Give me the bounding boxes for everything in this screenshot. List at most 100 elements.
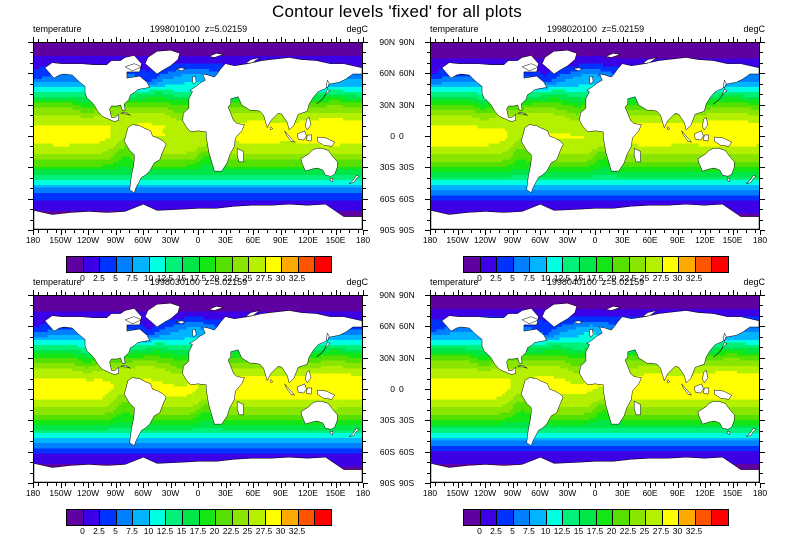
- x-axis-minor-tick: [434, 292, 436, 295]
- x-axis-minor-tick: [330, 39, 332, 42]
- x-axis-minor-tick: [275, 39, 277, 42]
- y-axis-minor-tick: [363, 115, 366, 117]
- colorbar-tick-label: 7.5: [517, 274, 541, 283]
- x-axis-minor-tick: [193, 230, 195, 233]
- x-axis-label: 120W: [71, 236, 105, 245]
- x-axis-minor-tick: [358, 230, 360, 233]
- x-axis-minor-tick: [709, 39, 711, 42]
- y-axis-tick: [363, 136, 368, 137]
- x-axis-minor-tick: [285, 483, 287, 486]
- x-axis-minor-tick: [330, 483, 332, 486]
- y-axis-tick: [28, 389, 33, 390]
- x-axis-minor-tick: [211, 483, 213, 486]
- y-axis-minor-tick: [30, 315, 33, 317]
- x-axis-minor-tick: [718, 39, 720, 42]
- colorbar-swatch-5: [546, 510, 564, 525]
- x-axis-tick: [650, 290, 651, 295]
- x-axis-minor-tick: [672, 292, 674, 295]
- x-axis-tick: [650, 37, 651, 42]
- x-axis-tick: [457, 230, 459, 235]
- x-axis-minor-tick: [147, 483, 149, 486]
- x-axis-tick: [253, 230, 254, 235]
- y-axis-label-r: 60N: [399, 322, 425, 331]
- map-plot-area: [430, 295, 760, 483]
- y-axis-minor-tick: [427, 378, 430, 380]
- x-axis-minor-tick: [92, 230, 94, 233]
- colorbar-swatch-11: [646, 257, 663, 272]
- x-axis-minor-tick: [138, 483, 140, 486]
- x-axis-minor-tick: [312, 292, 314, 295]
- x-axis-minor-tick: [645, 230, 647, 233]
- y-axis-minor-tick: [427, 125, 430, 127]
- x-axis-minor-tick: [120, 39, 122, 42]
- x-axis-tick: [280, 37, 282, 42]
- colorbar-tick-label: 12.5: [550, 527, 574, 536]
- y-axis-tick: [28, 167, 33, 169]
- x-axis-label: 150E: [716, 489, 750, 498]
- x-axis-minor-tick: [443, 39, 445, 42]
- x-axis-label: 150W: [44, 236, 78, 245]
- x-axis-tick: [253, 483, 254, 488]
- x-axis-minor-tick: [553, 230, 555, 233]
- x-axis-minor-tick: [544, 483, 546, 486]
- y-axis-minor-tick: [363, 305, 366, 307]
- x-axis-minor-tick: [147, 39, 149, 42]
- x-axis-minor-tick: [462, 292, 464, 295]
- colorbar-tick-label: 25: [633, 274, 657, 283]
- x-axis-tick: [457, 483, 459, 488]
- x-axis-minor-tick: [129, 292, 131, 295]
- sst-heatmap: [431, 296, 759, 482]
- colorbar-tick-label: 25: [633, 527, 657, 536]
- x-axis-minor-tick: [636, 292, 638, 295]
- colorbar-swatch-6: [166, 257, 183, 272]
- x-axis-minor-tick: [572, 292, 574, 295]
- colorbar-tick-label: 5: [501, 527, 525, 536]
- y-axis-tick: [28, 198, 33, 200]
- x-axis-tick: [335, 37, 337, 42]
- x-axis-minor-tick: [498, 230, 500, 233]
- y-axis-minor-tick: [30, 462, 33, 464]
- x-axis-minor-tick: [294, 483, 296, 486]
- colorbar-swatch-0: [67, 257, 84, 272]
- x-axis-minor-tick: [700, 483, 702, 486]
- y-axis-minor-tick: [760, 156, 763, 158]
- colorbar-swatch-0: [464, 257, 481, 272]
- y-axis-tick: [28, 42, 33, 43]
- y-axis-label-l: 90N: [369, 38, 395, 47]
- y-axis-tick: [363, 295, 368, 296]
- x-axis-minor-tick: [489, 39, 491, 42]
- x-axis-label: 120E: [291, 489, 325, 498]
- colorbar-swatch-2: [100, 510, 117, 525]
- x-axis-minor-tick: [691, 39, 693, 42]
- y-axis-minor-tick: [760, 52, 763, 54]
- x-axis-minor-tick: [156, 39, 158, 42]
- x-axis-minor-tick: [682, 483, 684, 486]
- x-axis-label: 0: [181, 236, 215, 245]
- x-axis-tick: [760, 483, 761, 488]
- x-axis-minor-tick: [129, 39, 131, 42]
- x-axis-tick: [33, 37, 34, 42]
- x-axis-tick: [308, 290, 309, 295]
- x-axis-tick: [760, 230, 761, 235]
- colorbar-swatch-9: [613, 510, 630, 525]
- x-axis-minor-tick: [312, 39, 314, 42]
- x-axis-tick: [33, 230, 34, 235]
- x-axis-tick: [567, 230, 569, 235]
- x-axis-minor-tick: [471, 483, 473, 486]
- y-axis-minor-tick: [363, 177, 366, 179]
- x-axis-minor-tick: [452, 292, 454, 295]
- x-axis-tick: [143, 230, 144, 235]
- x-axis-label: 60E: [633, 236, 667, 245]
- x-axis-label: 120E: [291, 236, 325, 245]
- x-axis-label: 60W: [126, 236, 160, 245]
- y-axis-minor-tick: [427, 94, 430, 96]
- x-axis-minor-tick: [110, 39, 112, 42]
- x-axis-minor-tick: [718, 292, 720, 295]
- x-axis-tick: [430, 37, 431, 42]
- x-axis-tick: [33, 290, 34, 295]
- y-axis-label-l: 90S: [369, 226, 395, 235]
- colorbar-swatch-10: [232, 257, 250, 272]
- units-label: degC: [346, 277, 368, 287]
- y-axis-minor-tick: [363, 430, 366, 432]
- y-axis-label-l: 60S: [369, 195, 395, 204]
